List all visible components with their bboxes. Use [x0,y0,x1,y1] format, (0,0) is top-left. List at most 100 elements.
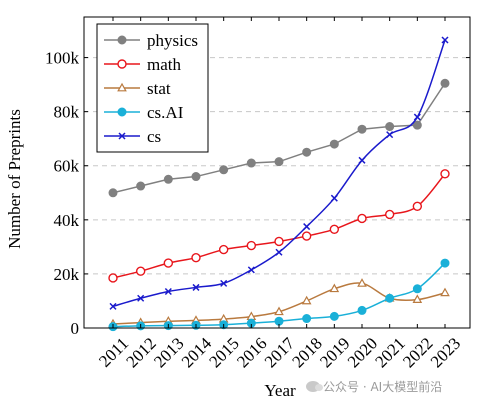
legend-marker [117,82,127,92]
x-marker-stroke [303,223,311,231]
watermark-text: 公众号 · AI大模型前沿 [323,380,443,394]
data-point [413,113,421,121]
x-marker-stroke [275,248,283,256]
plot-frame [83,16,471,329]
data-point [219,165,229,175]
x-marker-stroke [192,283,200,291]
x-marker-stroke [441,36,449,44]
x-tick-label: 2023 [427,334,464,371]
x-marker-stroke [386,131,394,139]
legend-label: math [147,55,181,74]
y-tick-label: 20k [54,265,80,284]
data-point [440,169,450,179]
legend-marker [118,132,126,140]
data-point [108,273,118,283]
series-layer [108,36,450,332]
x-marker-stroke [137,294,145,302]
data-point [441,36,449,44]
data-point [163,258,174,268]
data-point [384,209,395,220]
x-marker-stroke [247,266,255,274]
x-marker-stroke [358,156,366,164]
data-point [274,306,284,316]
data-point [303,223,311,231]
x-marker-stroke [330,194,338,202]
y-tick-label: 0 [71,319,80,338]
data-point [357,213,367,224]
x-marker-stroke [118,132,126,140]
series-math [108,169,450,283]
y-tick-label: 100k [45,49,80,68]
x-marker-stroke [220,279,228,287]
data-point [220,279,228,287]
legend-marker [117,107,127,117]
data-point [274,157,284,167]
data-point [192,283,200,291]
data-point [386,131,394,139]
data-point [385,122,395,132]
data-point [135,266,146,276]
data-point [137,294,145,302]
data-point [191,172,201,182]
data-point [357,305,367,315]
legend-label: cs.AI [147,103,184,122]
data-point [275,248,283,256]
legend-label: physics [147,31,198,50]
y-tick-label: 60k [54,157,80,176]
data-point [385,293,395,303]
legend-item: math [104,55,181,74]
y-tick-label: 40k [54,211,80,230]
wechat-icon [306,381,323,392]
data-point [301,231,312,241]
data-point [136,181,146,191]
data-point [440,258,450,268]
data-point [357,278,367,287]
data-point [440,287,450,297]
data-point [246,158,256,168]
x-marker-stroke [413,113,421,121]
x-marker-stroke [164,287,172,296]
data-point [412,294,423,304]
legend-marker [117,35,127,45]
series-physics [108,78,450,198]
x-marker-stroke [109,302,117,310]
data-point [247,266,255,274]
data-point [412,201,423,212]
data-point [274,236,284,247]
data-point [329,311,339,321]
watermark: 公众号 · AI大模型前沿 [306,378,442,395]
y-tick-label: 80k [54,103,80,122]
series-cs-AI [108,258,450,332]
legend-item: stat [104,79,171,98]
data-point [357,124,367,134]
x-axis-label: Year [264,381,296,400]
data-point [329,283,340,293]
data-point [218,244,229,255]
data-point [412,120,422,130]
data-point [108,188,118,198]
data-point [358,156,366,164]
data-point [109,302,117,310]
data-point [329,224,340,234]
data-point [412,284,422,294]
legend-label: cs [147,127,161,146]
legend-item: physics [104,31,198,50]
legend-item: cs [104,127,161,146]
data-point [440,78,450,88]
series-cs [109,36,449,310]
data-point [302,314,312,324]
y-axis-label: Number of Preprints [5,109,24,249]
legend-label: stat [147,79,171,98]
data-point [330,194,338,202]
legend: physics math stat cs.AI cs [96,23,209,153]
legend-marker [117,59,127,69]
series-line [112,173,446,279]
data-point [302,147,312,157]
data-point [164,287,172,296]
data-point [301,295,312,305]
data-point [191,252,201,263]
legend-item: cs.AI [104,103,184,122]
data-point [329,139,339,149]
data-point [246,240,257,251]
